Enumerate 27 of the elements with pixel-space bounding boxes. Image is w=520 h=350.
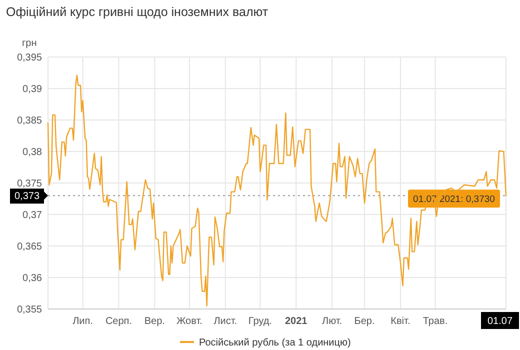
- y-tick-label: 0,355: [16, 304, 42, 316]
- y-tick-label: 0,365: [16, 242, 42, 252]
- annotation: 01.07.2021: 0,3730: [413, 194, 495, 205]
- legend-label: Російський рубль (за 1 одиницю): [199, 338, 351, 348]
- x-tick-label: Трав.: [422, 316, 448, 327]
- y-tick-label: 0,395: [16, 52, 42, 64]
- x-tick-label: Лют.: [322, 316, 342, 327]
- y-tick-label: 0,39: [22, 84, 42, 95]
- line-series: [47, 74, 507, 306]
- x-tick-label: Вер.: [144, 316, 165, 327]
- chart-title: Офіційний курс гривні щодо іноземних валют: [6, 5, 268, 19]
- x-tick-label: Серп.: [105, 316, 132, 327]
- x-tick-label: Груд.: [248, 316, 272, 327]
- ref-line-label: 0,373: [14, 191, 40, 202]
- x-tick-label: Квіт.: [390, 316, 410, 327]
- y-axis-title: грн: [22, 38, 37, 49]
- y-tick-label: 0,36: [22, 273, 42, 284]
- y-tick-label: 0,37: [22, 210, 42, 221]
- y-tick-label: 0,375: [16, 178, 42, 190]
- x-tick-label: 01.07: [487, 316, 513, 327]
- x-tick-label: Бер.: [354, 316, 375, 327]
- x-tick-label: Жовт.: [176, 316, 202, 327]
- x-tick-label: Лип.: [72, 316, 93, 327]
- y-tick-label: 0,385: [16, 116, 42, 126]
- x-tick-label: Лист.: [214, 316, 238, 327]
- y-tick-label: 0,38: [22, 147, 42, 158]
- x-tick-label: 2021: [285, 316, 308, 327]
